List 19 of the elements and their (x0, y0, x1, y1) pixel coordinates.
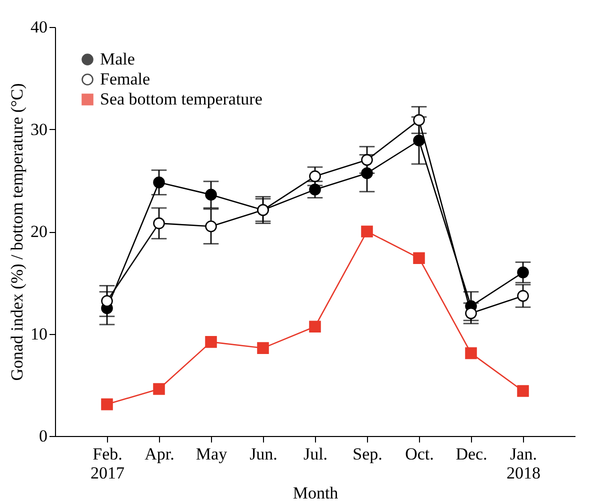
x-tick-label: Oct. (405, 444, 434, 464)
x-tick-label: Jan. 2018 (506, 444, 540, 482)
y-tick-label: 40 (30, 18, 48, 36)
y-tick-label: 20 (30, 222, 48, 241)
x-tick-label: Jul. (303, 444, 328, 464)
x-tick-label: Dec. (456, 444, 488, 464)
x-tick-label: Sep. (352, 444, 382, 464)
x-tick-label: Feb. 2017 (90, 444, 125, 482)
y-tick-label: 30 (30, 120, 48, 139)
x-axis-title: Month (292, 484, 339, 502)
legend-label: Male (100, 50, 135, 68)
y-tick-label: 10 (30, 324, 48, 344)
y-axis-title: Gonad index (%) / bottom temperature (°C) (8, 83, 26, 381)
y-tick-label: 0 (39, 426, 48, 446)
legend-label: Sea bottom temperature (100, 90, 262, 108)
x-tick-label: Apr. (144, 444, 174, 464)
legend-label: Female (100, 70, 150, 88)
x-tick-label: Jun. (250, 444, 278, 464)
x-tick-label: May (196, 444, 228, 464)
